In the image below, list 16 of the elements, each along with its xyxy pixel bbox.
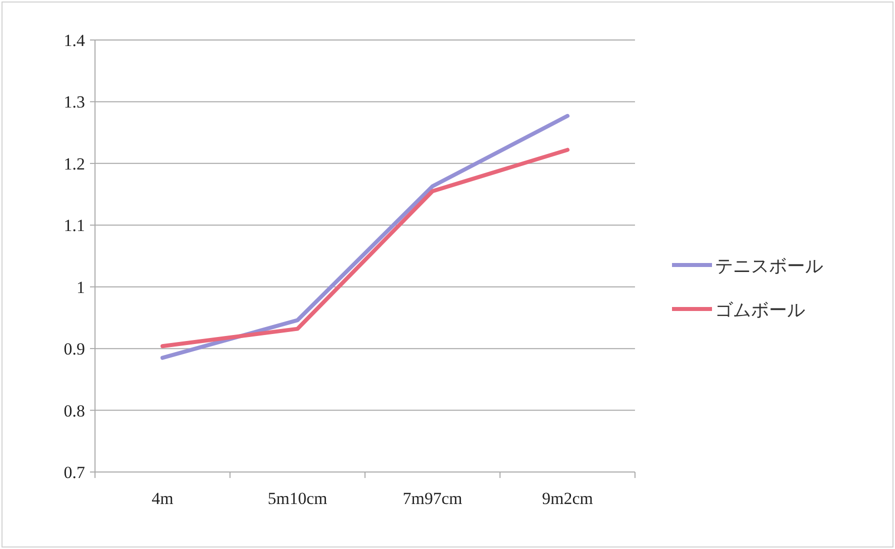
legend-label: ゴムボール: [715, 300, 805, 320]
line-series: [160, 114, 570, 360]
x-tick-label: 9m2cm: [542, 489, 593, 508]
y-tick-label: 1.2: [64, 154, 85, 174]
x-tick-label: 5m10cm: [268, 489, 328, 508]
y-tick-label: 0.9: [64, 340, 85, 359]
y-tick-label: 1: [76, 278, 85, 297]
x-tick-label: 7m97cm: [402, 489, 462, 508]
y-tick-label: 1.4: [64, 31, 86, 50]
legend-label: テニスボール: [715, 256, 823, 276]
y-tick-label: 0.7: [64, 463, 86, 482]
y-tick-label: 0.8: [64, 401, 85, 420]
x-tick-label: 4m: [152, 489, 174, 508]
line-series: [160, 148, 570, 348]
y-tick-label: 1.1: [64, 216, 85, 236]
y-tick-label: 1.3: [64, 92, 85, 112]
